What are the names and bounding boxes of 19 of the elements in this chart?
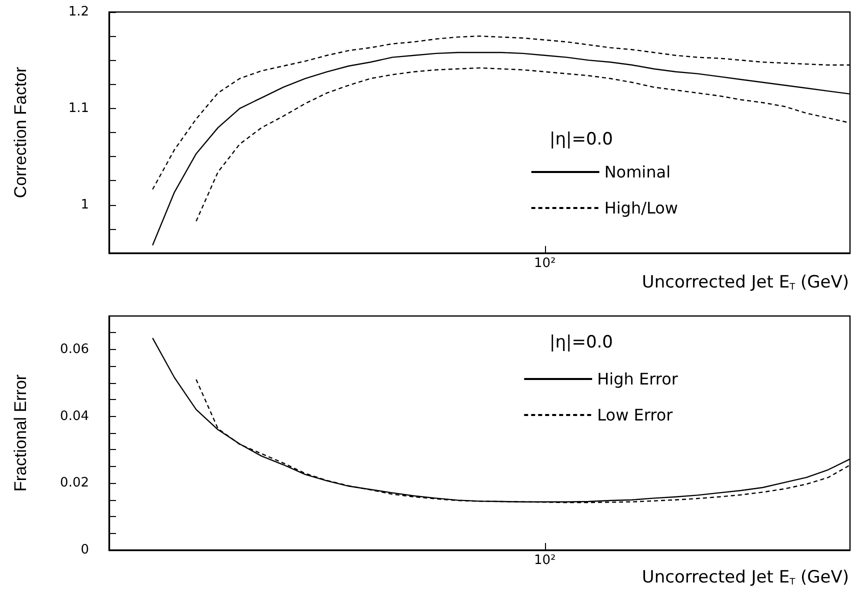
x-tick-label: 10²: [534, 553, 556, 568]
y-tick-label: 1: [80, 197, 89, 212]
legend-label: Nominal: [604, 162, 671, 182]
annotation: |η|=0.0: [549, 130, 614, 150]
y-tick-label: 0.02: [60, 476, 89, 491]
legend-label: High/Low: [604, 198, 678, 218]
legend-label: High Error: [597, 370, 678, 388]
y-tick-label: 1.1: [68, 100, 89, 116]
y-axis-title: Fractional Error: [11, 374, 30, 492]
y-tick-label: 0.06: [60, 342, 89, 357]
x-tick-label: 10²: [534, 256, 556, 271]
legend-label: Low Error: [597, 406, 674, 424]
y-tick-label: 1.2: [68, 4, 89, 20]
x-axis-title: Uncorrected Jet ET (GeV): [642, 568, 850, 588]
y-axis-title: Correction Factor: [11, 66, 30, 198]
annotation: |η|=0.0: [549, 332, 614, 352]
y-tick-label: 0: [80, 542, 89, 558]
y-tick-label: 0.04: [60, 408, 89, 424]
x-axis-title: Uncorrected Jet ET (GeV): [642, 272, 850, 292]
